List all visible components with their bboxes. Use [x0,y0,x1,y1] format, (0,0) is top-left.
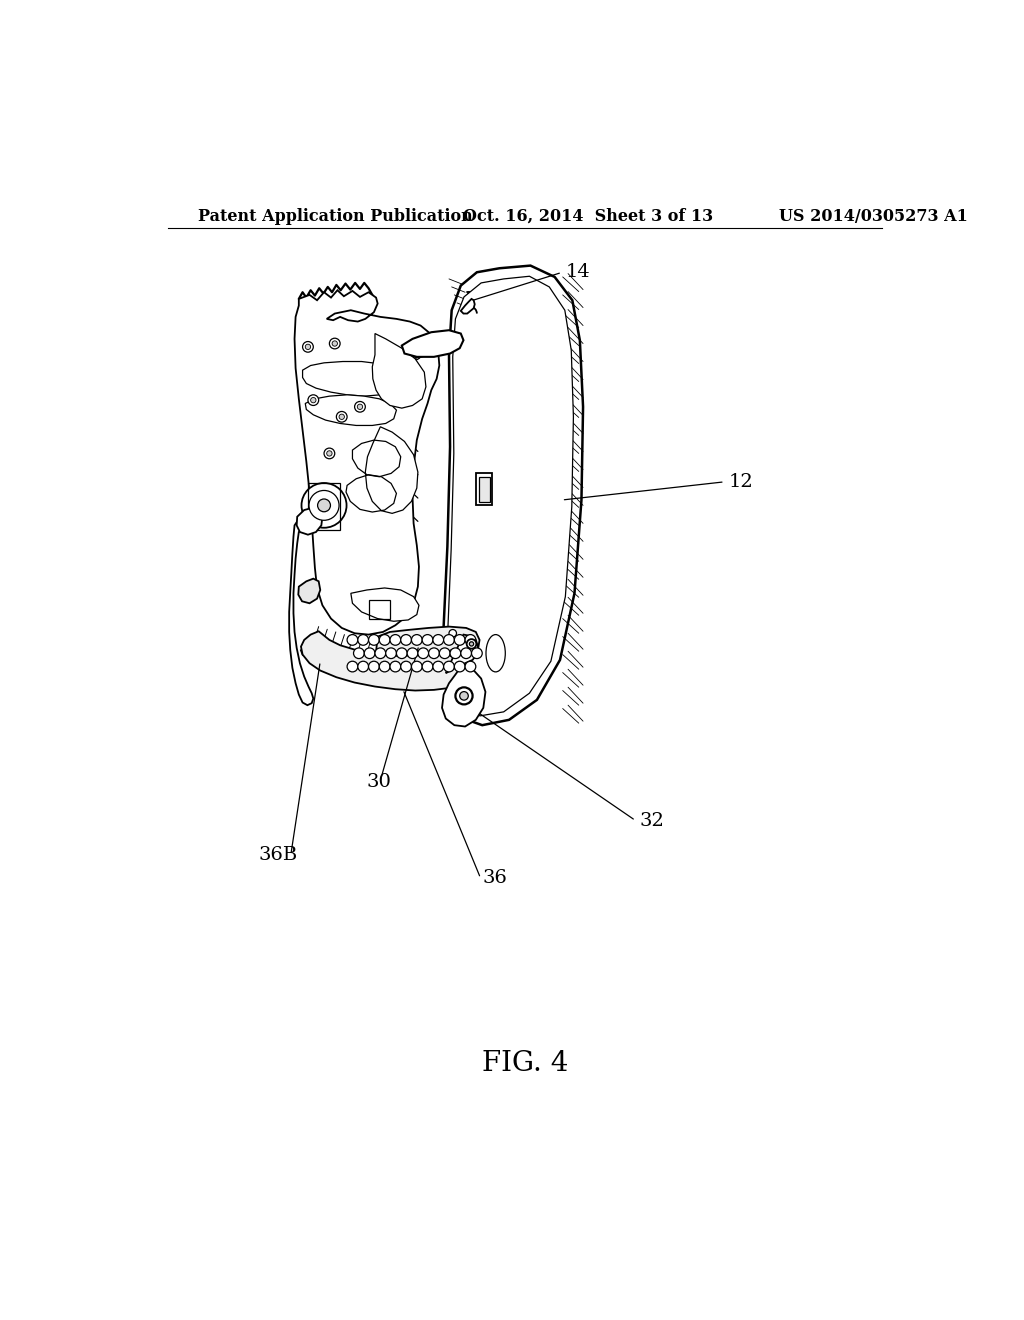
Circle shape [390,661,400,672]
Polygon shape [366,426,418,513]
Circle shape [422,661,433,672]
Circle shape [379,635,390,645]
Text: 36: 36 [483,870,508,887]
Circle shape [465,635,476,645]
Circle shape [302,342,313,352]
Circle shape [456,688,473,705]
Polygon shape [401,330,464,356]
Circle shape [461,648,471,659]
Circle shape [443,635,455,645]
Text: US 2014/0305273 A1: US 2014/0305273 A1 [778,207,968,224]
Polygon shape [461,298,475,314]
Polygon shape [445,635,478,673]
Circle shape [347,661,357,672]
Circle shape [439,648,451,659]
Circle shape [433,635,443,645]
Circle shape [369,661,379,672]
Circle shape [317,499,331,512]
Polygon shape [301,631,471,690]
Circle shape [451,648,461,659]
Circle shape [308,395,318,405]
Circle shape [309,491,339,520]
Circle shape [469,642,474,645]
Text: 14: 14 [566,264,591,281]
Circle shape [422,635,433,645]
Text: Oct. 16, 2014  Sheet 3 of 13: Oct. 16, 2014 Sheet 3 of 13 [463,207,713,224]
Circle shape [412,635,422,645]
Circle shape [465,661,476,672]
Circle shape [354,401,366,412]
Text: Patent Application Publication: Patent Application Publication [198,207,473,224]
Text: 30: 30 [367,774,391,791]
Polygon shape [305,395,396,425]
Circle shape [357,661,369,672]
Polygon shape [297,508,323,535]
Circle shape [330,338,340,348]
Polygon shape [302,362,404,396]
Circle shape [347,635,357,645]
Polygon shape [476,474,493,506]
Circle shape [357,404,362,409]
Circle shape [400,635,412,645]
Circle shape [396,648,408,659]
Circle shape [418,648,429,659]
Circle shape [400,661,412,672]
Circle shape [357,635,369,645]
Text: 32: 32 [640,812,665,829]
Circle shape [336,412,347,422]
Circle shape [449,649,457,657]
Polygon shape [351,587,419,622]
Circle shape [332,341,338,346]
Polygon shape [442,265,583,725]
Circle shape [305,345,310,350]
Text: FIG. 4: FIG. 4 [481,1049,568,1077]
Polygon shape [295,290,439,635]
Circle shape [339,414,344,420]
Polygon shape [442,663,485,726]
Circle shape [412,661,422,672]
Circle shape [375,648,386,659]
Circle shape [408,648,418,659]
Circle shape [433,661,443,672]
Polygon shape [298,578,321,603]
Circle shape [386,648,396,659]
Text: 36B: 36B [258,846,297,865]
Circle shape [310,397,316,403]
Circle shape [460,692,468,700]
Circle shape [429,648,439,659]
Circle shape [379,661,390,672]
Circle shape [449,630,457,638]
Polygon shape [373,334,426,408]
Polygon shape [289,521,313,705]
Circle shape [353,648,365,659]
Circle shape [369,635,379,645]
Text: 12: 12 [729,473,754,491]
Polygon shape [446,276,573,715]
Circle shape [324,447,335,459]
Circle shape [327,450,332,457]
Circle shape [301,483,346,528]
Circle shape [365,648,375,659]
Circle shape [443,661,455,672]
Circle shape [467,639,476,648]
Polygon shape [376,627,479,665]
Polygon shape [479,477,489,502]
Circle shape [455,635,465,645]
Circle shape [471,648,482,659]
Circle shape [455,661,465,672]
Circle shape [390,635,400,645]
